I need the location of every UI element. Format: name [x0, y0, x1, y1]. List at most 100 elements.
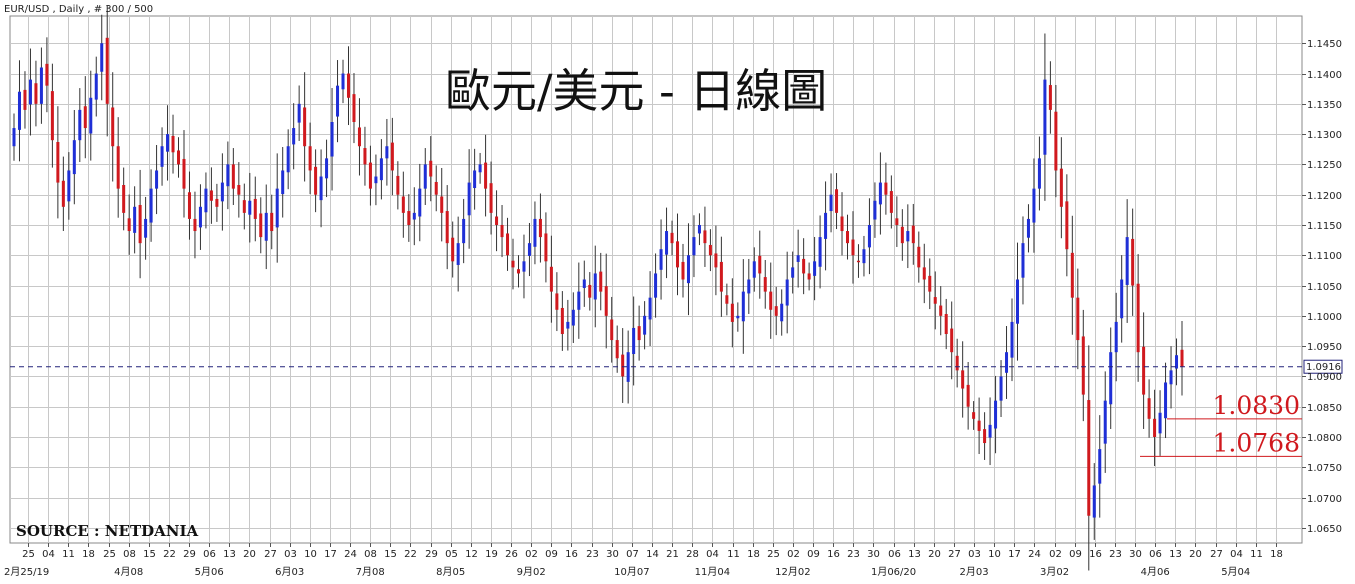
candle-body — [314, 166, 318, 195]
candle-body — [824, 212, 828, 239]
candle-body — [1175, 355, 1179, 369]
candle-body — [1164, 382, 1168, 419]
candle-body — [434, 181, 438, 195]
candle-body — [1147, 398, 1151, 419]
candle-body — [582, 279, 586, 288]
candle-body — [1131, 238, 1135, 286]
candle-body — [544, 233, 548, 262]
candle-body — [209, 190, 213, 201]
y-tick-label: 1.0650 — [1307, 524, 1342, 535]
x-tick-label: 13 — [1169, 549, 1182, 560]
candle-body — [813, 261, 817, 276]
candle-body — [533, 218, 537, 247]
x-tick-label: 30 — [1129, 549, 1142, 560]
x-tick-label: 15 — [143, 549, 156, 560]
candle-body — [506, 233, 510, 256]
candle-body — [741, 291, 745, 322]
candle-body — [780, 303, 784, 322]
y-tick-label: 1.1400 — [1307, 70, 1342, 81]
candle-body — [1065, 201, 1069, 250]
candle-body — [61, 180, 65, 207]
candle-body — [138, 204, 142, 244]
candle-body — [231, 164, 235, 189]
candle-body — [1180, 349, 1184, 367]
candle-body — [182, 158, 186, 189]
candle-body — [423, 164, 427, 189]
x-tick-label: 30 — [606, 549, 619, 560]
candle-body — [445, 211, 449, 244]
x-tick-label: 25 — [22, 549, 35, 560]
x-month-label: 10月07 — [614, 566, 649, 578]
candle-body — [643, 315, 647, 335]
x-month-label: 2月25/19 — [4, 566, 49, 578]
candle-body — [1076, 297, 1080, 341]
x-tick-label: 09 — [1069, 549, 1082, 560]
x-tick-label: 30 — [867, 549, 880, 560]
y-tick-label: 1.0900 — [1307, 372, 1342, 383]
x-tick-label: 27 — [948, 549, 961, 560]
candle-body — [1037, 158, 1041, 189]
candle-body — [686, 255, 690, 284]
x-tick-label: 23 — [847, 549, 860, 560]
candle-body — [56, 141, 60, 183]
candle-body — [155, 170, 159, 189]
candle-body — [763, 277, 767, 292]
x-tick-label: 03 — [968, 549, 981, 560]
candle-body — [972, 412, 976, 419]
y-tick-label: 1.0800 — [1307, 433, 1342, 444]
current-price-label: 1.0916 — [1306, 362, 1341, 373]
candle-body — [637, 326, 641, 341]
x-tick-label: 25 — [767, 549, 780, 560]
candle-body — [906, 231, 910, 242]
candle-body — [538, 218, 542, 238]
candle-body — [867, 224, 871, 248]
x-tick-label: 11 — [1250, 549, 1263, 560]
candle-body — [220, 182, 224, 202]
x-tick-label: 10 — [304, 549, 317, 560]
candle-body — [187, 192, 191, 219]
candle-body — [478, 164, 482, 173]
support-label: 1.0830 — [1213, 391, 1300, 420]
x-tick-label: 29 — [183, 549, 196, 560]
candle-body — [330, 122, 334, 157]
candle-body — [473, 170, 477, 189]
x-tick-label: 06 — [888, 549, 901, 560]
candle-body — [325, 158, 329, 179]
current-price-badge — [1303, 359, 1343, 374]
candle-body — [588, 284, 592, 298]
candle-body — [193, 218, 197, 232]
candle-body — [105, 37, 109, 104]
candle-body — [144, 218, 148, 238]
x-month-label: 9月02 — [517, 566, 546, 578]
x-tick-label: 20 — [1189, 549, 1202, 560]
candle-body — [374, 176, 378, 184]
candle-body — [319, 176, 323, 201]
x-tick-label: 19 — [485, 549, 498, 560]
candle-body — [1142, 346, 1146, 395]
candle-body — [50, 91, 54, 141]
x-tick-label: 11 — [727, 549, 740, 560]
x-tick-label: 27 — [1210, 549, 1223, 560]
candle-body — [900, 226, 904, 244]
candle-body — [336, 85, 340, 117]
x-tick-label: 23 — [586, 549, 599, 560]
x-tick-label: 27 — [264, 549, 277, 560]
candle-body — [303, 107, 307, 147]
candle-body — [922, 267, 926, 280]
x-tick-label: 20 — [243, 549, 256, 560]
candle-body — [286, 146, 290, 173]
x-tick-label: 02 — [1049, 549, 1062, 560]
candle-body — [862, 249, 866, 264]
candle-body — [495, 216, 499, 225]
candle-body — [676, 241, 680, 268]
candle-body — [396, 175, 400, 195]
y-tick-label: 1.1450 — [1307, 39, 1342, 50]
y-tick-label: 1.1250 — [1307, 160, 1342, 171]
x-month-label: 3月02 — [1040, 566, 1069, 578]
candle-body — [725, 295, 729, 304]
candle-body — [955, 355, 959, 371]
x-tick-label: 07 — [626, 549, 639, 560]
candle-body — [769, 291, 773, 310]
y-tick-label: 1.1050 — [1307, 282, 1342, 293]
